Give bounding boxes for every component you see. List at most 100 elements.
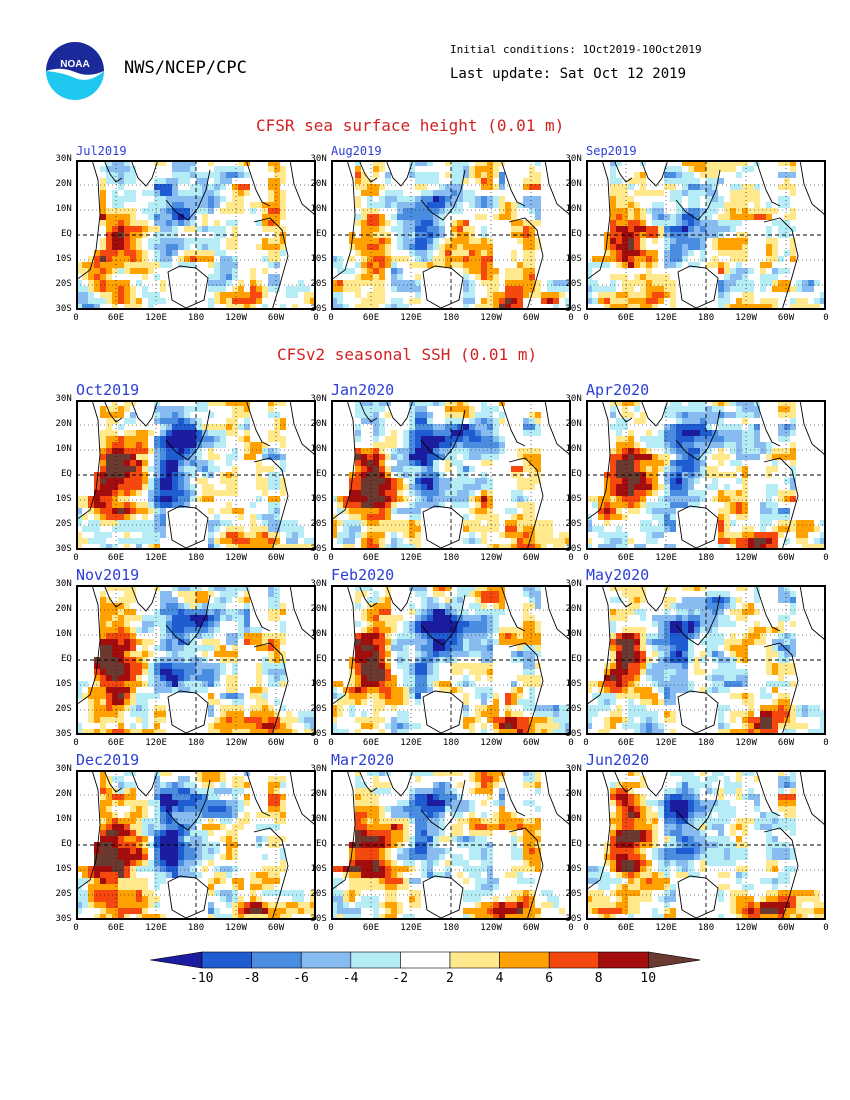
colorbar-segment [251,951,302,969]
lon-tick-label: 60E [362,738,380,748]
colorbar-tick-label: 6 [545,971,554,986]
lat-tick-label: 10N [55,204,72,214]
lat-tick-label: 10S [565,254,582,264]
lon-tick-label: 60W [267,738,285,748]
lon-tick-label: 60E [362,923,380,933]
lat-tick-label: 20S [55,889,72,899]
lon-tick-label: 180 [697,553,715,563]
lat-tick-label: 10N [55,814,72,824]
lat-tick-label: 20S [55,704,72,714]
colorbar-segment [499,951,550,969]
observed-section-title: CFSR sea surface height (0.01 m) [256,116,565,135]
lat-tick-label: 30S [565,304,582,314]
colorbar [150,951,700,969]
lon-tick-label: 180 [697,738,715,748]
lon-tick-label: 60W [522,923,540,933]
ssh-map-panel [76,585,316,735]
lon-tick-label: 60E [617,553,635,563]
lat-tick-label: 30S [55,729,72,739]
panel-label: May2020 [586,566,650,584]
lat-tick-label: 10N [310,814,327,824]
lon-tick-label: 60W [522,553,540,563]
lon-tick-label: 180 [697,923,715,933]
lat-tick-label: 10S [310,254,327,264]
lat-tick-label: 30S [55,914,72,924]
lat-tick-label: 20N [565,789,582,799]
lon-tick-label: 60W [777,923,795,933]
lat-tick-label: 10S [310,494,327,504]
lon-tick-label: 180 [187,553,205,563]
lon-tick-label: 120E [145,923,167,933]
lon-tick-label: 60E [107,553,125,563]
panel-label: Oct2019 [76,381,140,399]
lon-tick-label: 120W [225,923,247,933]
lat-tick-label: 20N [310,419,327,429]
lon-tick-label: 0 [73,553,79,563]
lat-tick-label: EQ [316,839,327,849]
lat-tick-label: 30N [310,154,327,164]
lon-tick-label: 0 [583,738,589,748]
lat-tick-label: 10S [55,679,72,689]
panel-label: Jan2020 [331,381,395,399]
last-update: Last update: Sat Oct 12 2019 [450,66,687,82]
colorbar-tick-label: -8 [243,971,260,986]
lat-tick-label: 30N [310,764,327,774]
colorbar-segment [598,951,649,969]
lon-tick-label: 0 [568,923,574,933]
ssh-map-panel [331,770,571,920]
lat-tick-label: 30N [55,764,72,774]
lat-tick-label: 10N [310,444,327,454]
colorbar-segment [201,951,252,969]
lon-tick-label: 0 [823,923,829,933]
colorbar-segment [400,951,451,969]
lat-tick-label: 30S [55,544,72,554]
panel-label: Feb2020 [331,566,395,584]
lat-tick-label: 20N [55,789,72,799]
lon-tick-label: 0 [823,738,829,748]
ssh-map-panel [586,160,826,310]
panel-label: Jul2019 [76,144,127,158]
ssh-map-panel [331,585,571,735]
lon-tick-label: 180 [442,553,460,563]
lat-tick-label: 30N [565,764,582,774]
forecast-section-title: CFSv2 seasonal SSH (0.01 m) [277,345,538,364]
lon-tick-label: 120E [400,923,422,933]
lat-tick-label: 20S [565,704,582,714]
panel-label: Apr2020 [586,381,650,399]
lat-tick-label: 30N [565,154,582,164]
lon-tick-label: 120W [225,738,247,748]
colorbar-tick-label: 2 [446,971,454,986]
lon-tick-label: 120W [735,738,757,748]
panel-label: Mar2020 [331,751,395,769]
ssh-map-panel [331,400,571,550]
lat-tick-label: 20N [310,789,327,799]
colorbar-max-extension [648,951,700,969]
lon-tick-label: 60W [522,738,540,748]
lon-tick-label: 120W [735,553,757,563]
lat-tick-label: 30N [55,579,72,589]
lon-tick-label: 60E [617,738,635,748]
colorbar-tick-label: 4 [495,971,504,986]
lon-tick-label: 120W [735,313,757,323]
lon-tick-label: 0 [568,313,574,323]
lat-tick-label: 20S [565,519,582,529]
agency-label: NWS/NCEP/CPC [124,58,247,78]
lon-tick-label: 60W [777,738,795,748]
lat-tick-label: 10S [565,494,582,504]
lat-tick-label: 10S [565,864,582,874]
panel-label: Aug2019 [331,144,382,158]
lon-tick-label: 60E [107,923,125,933]
lon-tick-label: 60E [107,313,125,323]
lon-tick-label: 60W [267,313,285,323]
lon-tick-label: 60W [267,553,285,563]
lon-tick-label: 60E [362,313,380,323]
lat-tick-label: 10N [565,204,582,214]
lat-tick-label: EQ [316,469,327,479]
lat-tick-label: 30N [55,154,72,164]
panel-label: Dec2019 [76,751,140,769]
ssh-map-panel [76,400,316,550]
colorbar-tick-label: -2 [392,971,409,986]
lat-tick-label: 20N [565,604,582,614]
lat-tick-label: 10N [565,444,582,454]
lon-tick-label: 0 [73,313,79,323]
